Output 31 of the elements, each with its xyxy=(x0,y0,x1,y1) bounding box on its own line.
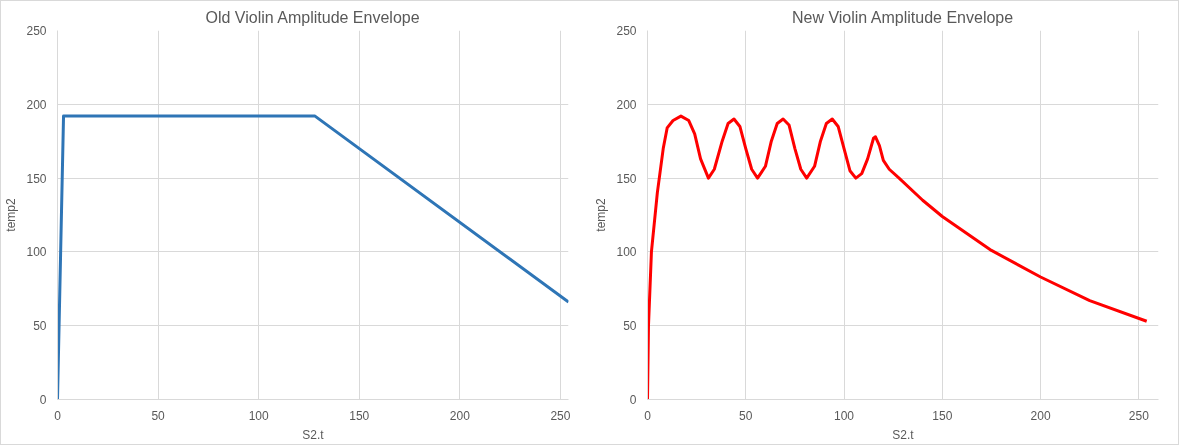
x-tick-label: 0 xyxy=(54,408,62,423)
y-tick-label: 150 xyxy=(26,171,47,186)
y-tick-label: 100 xyxy=(616,245,637,260)
x-tick-label: 150 xyxy=(349,408,370,423)
x-tick-label: 200 xyxy=(1030,408,1051,423)
x-tick-label: 50 xyxy=(739,408,753,423)
y-tick-label: 200 xyxy=(616,97,637,112)
y-tick-label: 250 xyxy=(616,24,637,38)
y-tick-label: 100 xyxy=(26,245,47,260)
y-tick-label: 50 xyxy=(623,319,637,334)
y-axis-title: temp2 xyxy=(594,198,609,232)
y-tick-label: 150 xyxy=(616,171,637,186)
x-axis-title: S2.t xyxy=(892,427,915,442)
y-tick-label: 0 xyxy=(629,393,637,407)
y-tick-label: 50 xyxy=(33,319,47,334)
y-axis-title: temp2 xyxy=(4,198,19,232)
x-tick-label: 250 xyxy=(550,408,571,423)
x-tick-label: 200 xyxy=(449,408,471,423)
y-tick-label: 200 xyxy=(26,97,47,112)
x-tick-label: 100 xyxy=(248,408,270,423)
y-tick-label: 0 xyxy=(39,393,47,407)
x-tick-label: 50 xyxy=(151,408,166,423)
chart-title: Old Violin Amplitude Envelope xyxy=(205,8,420,26)
x-tick-label: 0 xyxy=(644,408,652,423)
chart-title: New Violin Amplitude Envelope xyxy=(791,8,1014,26)
x-tick-label: 100 xyxy=(834,408,855,423)
y-tick-label: 250 xyxy=(26,24,47,38)
line-series xyxy=(647,114,1149,400)
x-tick-label: 150 xyxy=(932,408,953,423)
x-axis-title: S2.t xyxy=(302,427,325,442)
x-tick-label: 250 xyxy=(1128,408,1150,423)
